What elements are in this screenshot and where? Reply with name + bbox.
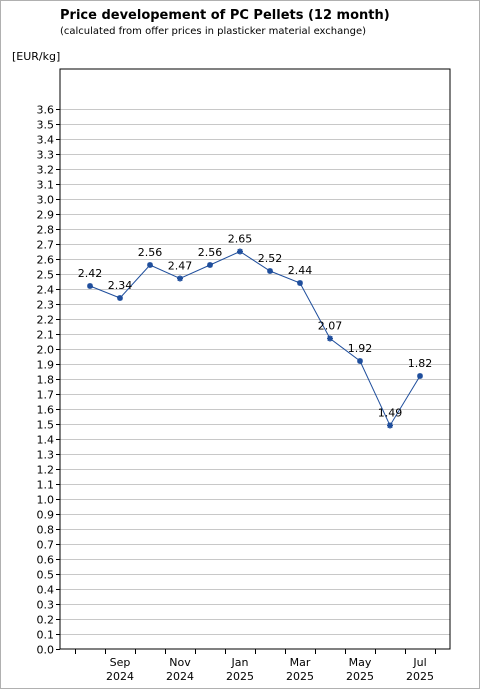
data-label: 2.42 xyxy=(78,267,103,280)
x-tick-month-label: Jul xyxy=(412,656,426,669)
data-point xyxy=(267,268,273,274)
point-marker xyxy=(117,295,123,301)
y-tick-label: 2.1 xyxy=(37,329,55,342)
y-tick-label: 1.6 xyxy=(37,404,55,417)
y-tick-label: 0.8 xyxy=(37,524,55,537)
data-point xyxy=(87,283,93,289)
y-tick-label: 1.1 xyxy=(37,479,55,492)
data-point xyxy=(237,248,243,255)
x-tick-month-label: Sep xyxy=(110,656,131,669)
y-tick-label: 1.3 xyxy=(37,449,55,462)
data-label: 2.44 xyxy=(288,264,313,277)
y-tick-label: 0.0 xyxy=(37,644,55,657)
x-tick-year-label: 2025 xyxy=(406,670,434,683)
x-tick-year-label: 2025 xyxy=(346,670,374,683)
point-marker xyxy=(177,275,183,282)
x-tick-year-label: 2024 xyxy=(106,670,134,683)
y-tick-label: 3.2 xyxy=(37,164,55,177)
y-tick-label: 3.3 xyxy=(37,149,55,162)
y-tick-label: 1.0 xyxy=(37,494,55,507)
y-tick-label: 0.5 xyxy=(37,569,55,582)
y-tick-label: 3.6 xyxy=(37,104,55,117)
data-label: 2.52 xyxy=(258,252,283,265)
data-point xyxy=(327,335,333,342)
x-tick-month-label: May xyxy=(349,656,372,669)
data-label: 1.92 xyxy=(348,342,373,355)
y-tick-label: 0.2 xyxy=(37,614,55,627)
data-labels: 2.42 2.34 2.56 2.47 2.56 2.65 2.52 2.44 2.07 1.92… xyxy=(78,233,433,420)
y-tick-label: 2.5 xyxy=(37,269,55,282)
data-point xyxy=(387,422,393,429)
y-tick-label: 2.2 xyxy=(37,314,55,327)
point-marker xyxy=(267,268,273,274)
y-tick-label: 0.4 xyxy=(37,584,55,597)
x-axis-ticks: Sep2024Nov2024Jan2025Mar2025May2025Jul20… xyxy=(75,649,436,683)
y-tick-label: 2.3 xyxy=(37,299,55,312)
point-marker xyxy=(147,262,153,268)
y-tick-label: 3.4 xyxy=(37,134,55,147)
x-tick-month-label: Jan xyxy=(231,656,249,669)
data-label: 2.56 xyxy=(138,246,163,259)
data-label: 2.65 xyxy=(228,233,253,246)
x-tick-year-label: 2025 xyxy=(286,670,314,683)
x-tick-month-label: Nov xyxy=(169,656,191,669)
y-tick-label: 2.4 xyxy=(37,284,55,297)
y-tick-label: 0.1 xyxy=(37,629,55,642)
y-tick-label: 0.7 xyxy=(37,539,55,552)
data-point xyxy=(117,295,123,301)
data-point xyxy=(297,280,303,286)
series-line xyxy=(89,250,421,427)
point-marker xyxy=(387,422,393,429)
y-tick-label: 3.0 xyxy=(37,194,55,207)
y-tick-label: 0.6 xyxy=(37,554,55,567)
y-tick-label: 1.9 xyxy=(37,359,55,372)
y-tick-label: 1.2 xyxy=(37,464,55,477)
y-tick-label: 2.7 xyxy=(37,239,55,252)
data-label: 2.34 xyxy=(108,279,133,292)
y-tick-label: 1.8 xyxy=(37,374,55,387)
data-label: 2.47 xyxy=(168,260,193,273)
plot-border xyxy=(59,68,451,650)
y-tick-label: 3.1 xyxy=(37,179,55,192)
point-marker xyxy=(357,358,363,364)
point-marker xyxy=(417,373,423,379)
data-point xyxy=(207,262,213,268)
point-marker xyxy=(297,280,303,286)
y-tick-label: 2.0 xyxy=(37,344,55,357)
x-tick-year-label: 2025 xyxy=(226,670,254,683)
x-tick-month-label: Mar xyxy=(290,656,311,669)
point-marker xyxy=(237,248,243,255)
data-point xyxy=(177,275,183,282)
y-tick-label: 0.3 xyxy=(37,599,55,612)
series-layer xyxy=(87,248,423,429)
y-axis-unit-label: [EUR/kg] xyxy=(12,50,61,63)
y-tick-label: 3.5 xyxy=(37,119,55,132)
y-tick-label: 0.9 xyxy=(37,509,55,522)
data-label: 2.56 xyxy=(198,246,223,259)
y-tick-label: 2.8 xyxy=(37,224,55,237)
x-tick-year-label: 2024 xyxy=(166,670,194,683)
chart-subtitle: (calculated from offer prices in plastic… xyxy=(60,26,366,37)
data-point xyxy=(417,373,423,379)
point-marker xyxy=(327,335,333,342)
chart-title: Price developement of PC Pellets (12 mon… xyxy=(60,8,390,23)
point-marker xyxy=(207,262,213,268)
y-tick-label: 2.6 xyxy=(37,254,55,267)
y-tick-label: 2.9 xyxy=(37,209,55,222)
y-tick-label: 1.7 xyxy=(37,389,55,402)
data-point xyxy=(357,358,363,364)
y-tick-label: 1.5 xyxy=(37,419,55,432)
data-label: 1.82 xyxy=(408,357,433,370)
y-axis-ticks: 0.0 0.1 0.2 0.3 0.4 0.5 0.6 0.7 0.8 0.9 1.0 1.1 1.2 1… xyxy=(37,104,60,657)
gridlines xyxy=(60,109,450,635)
data-point xyxy=(147,262,153,268)
axes xyxy=(59,68,451,650)
y-tick-label: 1.4 xyxy=(37,434,55,447)
data-label: 1.49 xyxy=(378,407,403,420)
point-marker xyxy=(87,283,93,289)
data-label: 2.07 xyxy=(318,320,343,333)
